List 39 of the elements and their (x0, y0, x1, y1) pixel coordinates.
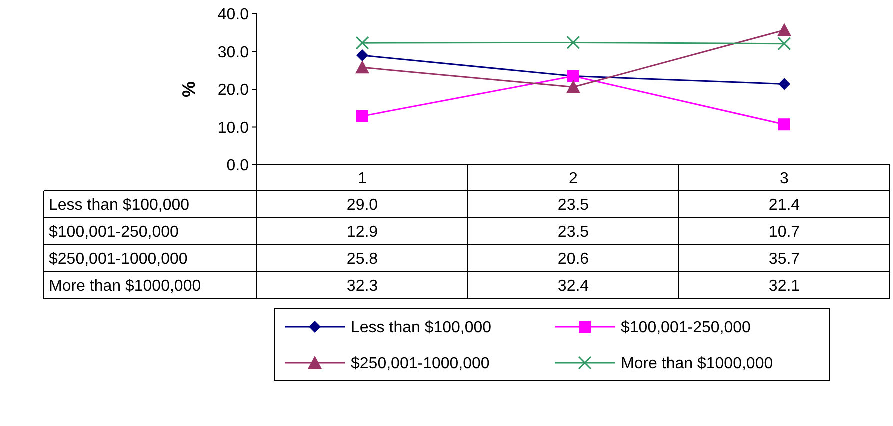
legend-label: More than $1000,000 (621, 356, 774, 373)
point (356, 110, 368, 122)
y-tick-label: 30.0 (218, 44, 250, 62)
text: More than $1000,000 (49, 278, 202, 296)
point (778, 78, 790, 90)
data-label: 23.5 (558, 224, 590, 242)
y-axis-title: % (179, 81, 199, 98)
legend-label: $250,001-1000,000 (351, 356, 490, 373)
legend-label: Less than $100,000 (351, 320, 492, 337)
y-tick-label: 0.0 (226, 158, 250, 175)
x-tick-label: 2 (569, 170, 578, 188)
text: $250,001-1000,000 (49, 251, 188, 268)
data-label: 32.4 (558, 278, 590, 296)
point (778, 23, 792, 36)
text: $100,001-250,000 (49, 224, 179, 242)
data-label: 21.4 (768, 197, 800, 214)
y-tick-label: 40.0 (218, 6, 250, 24)
point (356, 36, 370, 50)
data-label: 32.1 (768, 278, 800, 296)
data-label: 12.9 (346, 224, 378, 242)
point (356, 50, 368, 62)
data-label: 25.8 (346, 251, 378, 268)
data-label: 32.3 (346, 278, 378, 296)
point (778, 118, 790, 131)
point (778, 37, 792, 51)
x-tick-label: 3 (780, 170, 790, 188)
x-tick-label: 1 (358, 170, 368, 188)
y-tick-label: 10.0 (218, 120, 250, 137)
data-label: 29.0 (346, 197, 378, 214)
data-label: 10.7 (768, 224, 800, 242)
point (566, 80, 580, 94)
text: Less than $100,000 (49, 197, 190, 214)
data-label: 35.7 (768, 251, 800, 268)
legend-label: $100,001-250,000 (621, 320, 751, 337)
data-label: 20.6 (558, 251, 590, 268)
data-label: 23.5 (558, 197, 590, 214)
y-tick-label: 20.0 (218, 82, 250, 100)
point (356, 60, 370, 74)
point (566, 36, 580, 50)
